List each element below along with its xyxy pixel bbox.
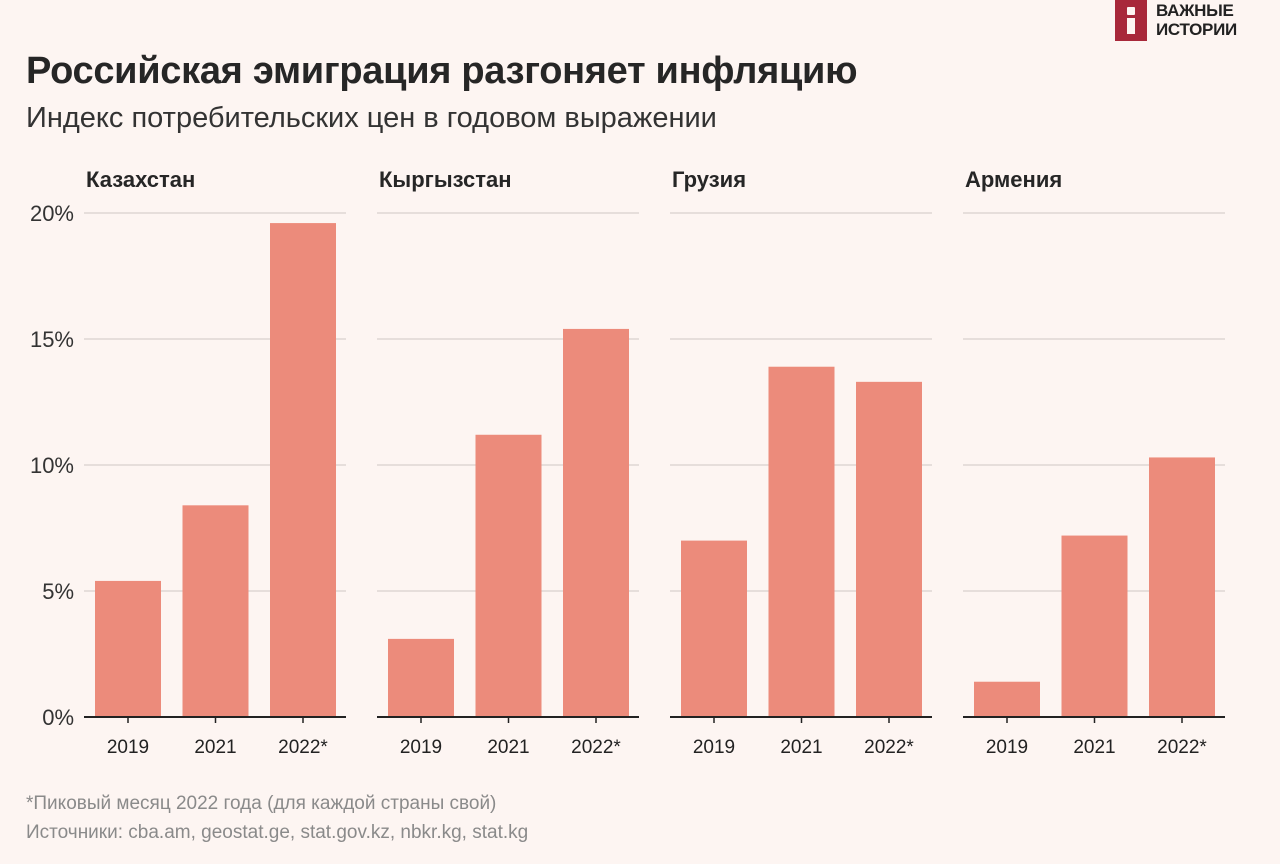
y-tick-label: 20% [30, 201, 74, 226]
x-tick-label: 2022* [278, 737, 328, 758]
x-tick-label: 2019 [693, 737, 735, 758]
bar-chart: 0% 5% 10% 15% 20% Казахстан 2019 2021 2022* Кыргы… [30, 167, 1225, 758]
chart-subtitle: Индекс потребительских цен в годовом выр… [26, 102, 717, 134]
panel-title: Казахстан [86, 167, 195, 192]
panel-title: Кыргызстан [379, 167, 512, 192]
panel-title: Грузия [672, 167, 746, 192]
bar [563, 328, 629, 717]
bar [388, 638, 454, 717]
bar [1149, 457, 1215, 717]
y-tick-label: 0% [42, 705, 74, 730]
bar [1061, 535, 1128, 717]
bar [974, 681, 1040, 717]
bar [856, 381, 922, 717]
x-tick-label: 2021 [1073, 737, 1115, 758]
y-tick-label: 15% [30, 327, 74, 352]
bar [270, 223, 336, 717]
chart-title: Российская эмиграция разгоняет инфляцию [26, 50, 858, 92]
x-tick-label: 2019 [400, 737, 442, 758]
sources: Источники: cba.am, geostat.ge, stat.gov.… [26, 822, 529, 843]
bar [475, 434, 542, 717]
x-tick-label: 2022* [1157, 737, 1207, 758]
bar [95, 580, 161, 717]
brand-name: ВАЖНЫЕ ИСТОРИИ [1156, 1, 1237, 39]
brand-name-line2: ИСТОРИИ [1156, 20, 1237, 39]
x-tick-label: 2022* [864, 737, 914, 758]
bar [182, 505, 249, 717]
bar [681, 540, 747, 717]
x-tick-label: 2021 [780, 737, 822, 758]
x-tick-label: 2021 [487, 737, 529, 758]
y-tick-label: 5% [42, 579, 74, 604]
brand-logo: ВАЖНЫЕ ИСТОРИИ [1115, 0, 1275, 42]
info-icon [1115, 0, 1147, 41]
x-tick-label: 2019 [986, 737, 1028, 758]
brand-name-line1: ВАЖНЫЕ [1156, 1, 1234, 20]
panel-title: Армения [965, 167, 1062, 192]
footnote: *Пиковый месяц 2022 года (для каждой стр… [26, 793, 497, 814]
x-tick-label: 2021 [194, 737, 236, 758]
y-tick-label: 10% [30, 453, 74, 478]
bar [768, 366, 835, 717]
x-tick-label: 2019 [107, 737, 149, 758]
x-tick-label: 2022* [571, 737, 621, 758]
